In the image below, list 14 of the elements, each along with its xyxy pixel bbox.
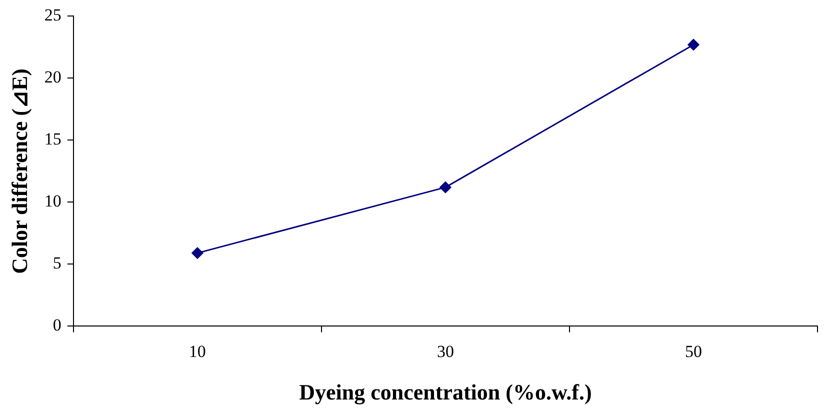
point: [440, 182, 452, 194]
y-tick-label: 15: [44, 130, 62, 149]
x-tick-label: 10: [188, 342, 206, 361]
x-tick-label: 50: [684, 342, 702, 361]
y-tick-label: 0: [52, 316, 62, 335]
y-tick-label: 20: [44, 68, 62, 87]
y-tick-label: 10: [44, 192, 62, 211]
point: [688, 38, 700, 50]
y-tick-label: 25: [44, 6, 62, 25]
point: [192, 247, 204, 259]
y-tick-label: 5: [52, 254, 62, 273]
x-axis-title: Dyeing concentration (%o.w.f.): [299, 379, 592, 404]
y-axis-title: Color difference (⊿E): [6, 68, 32, 274]
x-tick-label: 30: [436, 342, 454, 361]
